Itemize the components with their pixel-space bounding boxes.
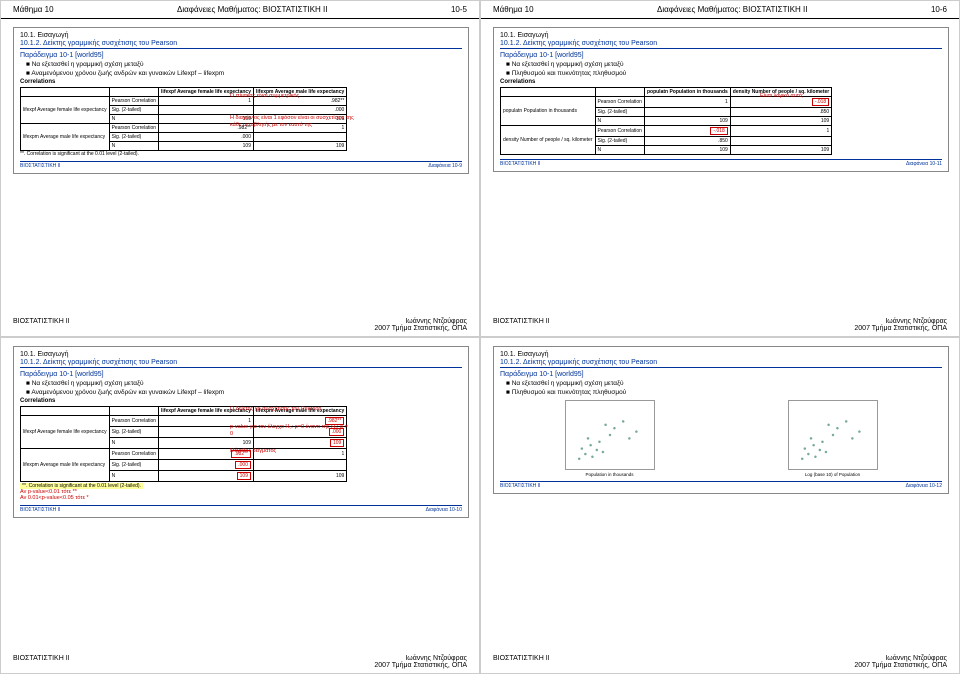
scatter-pop-density: [565, 400, 655, 470]
page-footer: ΒΙΟΣΤΑΤΙΣΤΙΚΗ ΙΙ Ιωάννης Ντζούφρας2007 Τ…: [13, 318, 467, 332]
page-bottom-right: 10.1. Εισαγωγή 10.1.2. Δείκτης γραμμικής…: [480, 337, 960, 674]
slide-h1: 10.1. Εισαγωγή: [20, 32, 462, 39]
slide-10-9: 10.1. Εισαγωγή 10.1.2. Δείκτης γραμμικής…: [13, 27, 469, 174]
slide-ftr-left: ΒΙΟΣΤΑΤΙΣΤΙΚΗ ΙΙ: [20, 163, 60, 169]
page-10-5: Μάθημα 10 Διαφάνειες Μαθήματος: ΒΙΟΣΤΑΤΙ…: [0, 0, 480, 337]
header-lesson: Μάθημα 10: [13, 5, 54, 14]
page-bottom-left: 10.1. Εισαγωγή 10.1.2. Δείκτης γραμμικής…: [0, 337, 480, 674]
slide-10-11: 10.1. Εισαγωγή 10.1.2. Δείκτης γραμμικής…: [493, 27, 949, 172]
highlighted-corr: -.018: [812, 98, 829, 106]
pval-rule2: Αν 0.01<p-value<0.05 τότε *: [20, 495, 462, 501]
annotation-diag2: Η διαγώνιος είναι 1 εφόσον είναι οι συσχ…: [230, 115, 360, 128]
example-title: Παράδειγμα 10-1 [world95]: [20, 52, 462, 59]
annotation-pvalue: p-value για τον έλεγχο H₀: ρ=0 έναντι τη…: [230, 424, 350, 437]
slide-ftr-num: Διαφάνεια 10-9: [428, 163, 462, 169]
annotation-n: Μέγεθος δείγματος: [230, 448, 276, 455]
annotation-logic: Είναι λογικό αυτό;: [760, 93, 803, 100]
header-title: Διαφάνειες Μαθήματος: ΒΙΟΣΤΑΤΙΣΤΙΚΗ ΙΙ: [177, 5, 327, 14]
page-10-6: Μάθημα 10 Διαφάνειες Μαθήματος: ΒΙΟΣΤΑΤΙ…: [480, 0, 960, 337]
page-header: Μάθημα 10 Διαφάνειες Μαθήματος: ΒΙΟΣΤΑΤΙ…: [1, 1, 479, 19]
scatter2-xlabel: Log (base 10) of Population: [723, 472, 942, 477]
corr-title: Correlations: [20, 79, 462, 85]
scatter1-xlabel: Population in thousands: [500, 472, 719, 477]
corr-footnote: **. Correlation is significant at the 0.…: [20, 151, 462, 157]
annotation-diag: Ο πίνακας είναι συμμετρικός: [230, 93, 299, 100]
annotation-pearson: Ο δείκτης γρ.συσχέτισης του Pearson: [230, 406, 340, 413]
corr-table-life-2: lifexpf Average female life expectancyli…: [20, 406, 347, 482]
slide-10-10: 10.1. Εισαγωγή 10.1.2. Δείκτης γραμμικής…: [13, 346, 469, 518]
page-header: Μάθημα 10 Διαφάνειες Μαθήματος: ΒΙΟΣΤΑΤΙ…: [481, 1, 959, 19]
slide-10-12: 10.1. Εισαγωγή 10.1.2. Δείκτης γραμμικής…: [493, 346, 949, 494]
bullet-main: Να εξετασθεί η γραμμική σχέση μεταξύ: [26, 61, 462, 68]
scatter-log-pop-density: [788, 400, 878, 470]
bullet-life: Αναμενόμενου χρόνου ζωής ανδρών και γυνα…: [26, 70, 462, 77]
header-page: 10-5: [451, 5, 467, 14]
slide-h2: 10.1.2. Δείκτης γραμμικής συσχέτισης του…: [20, 40, 462, 47]
